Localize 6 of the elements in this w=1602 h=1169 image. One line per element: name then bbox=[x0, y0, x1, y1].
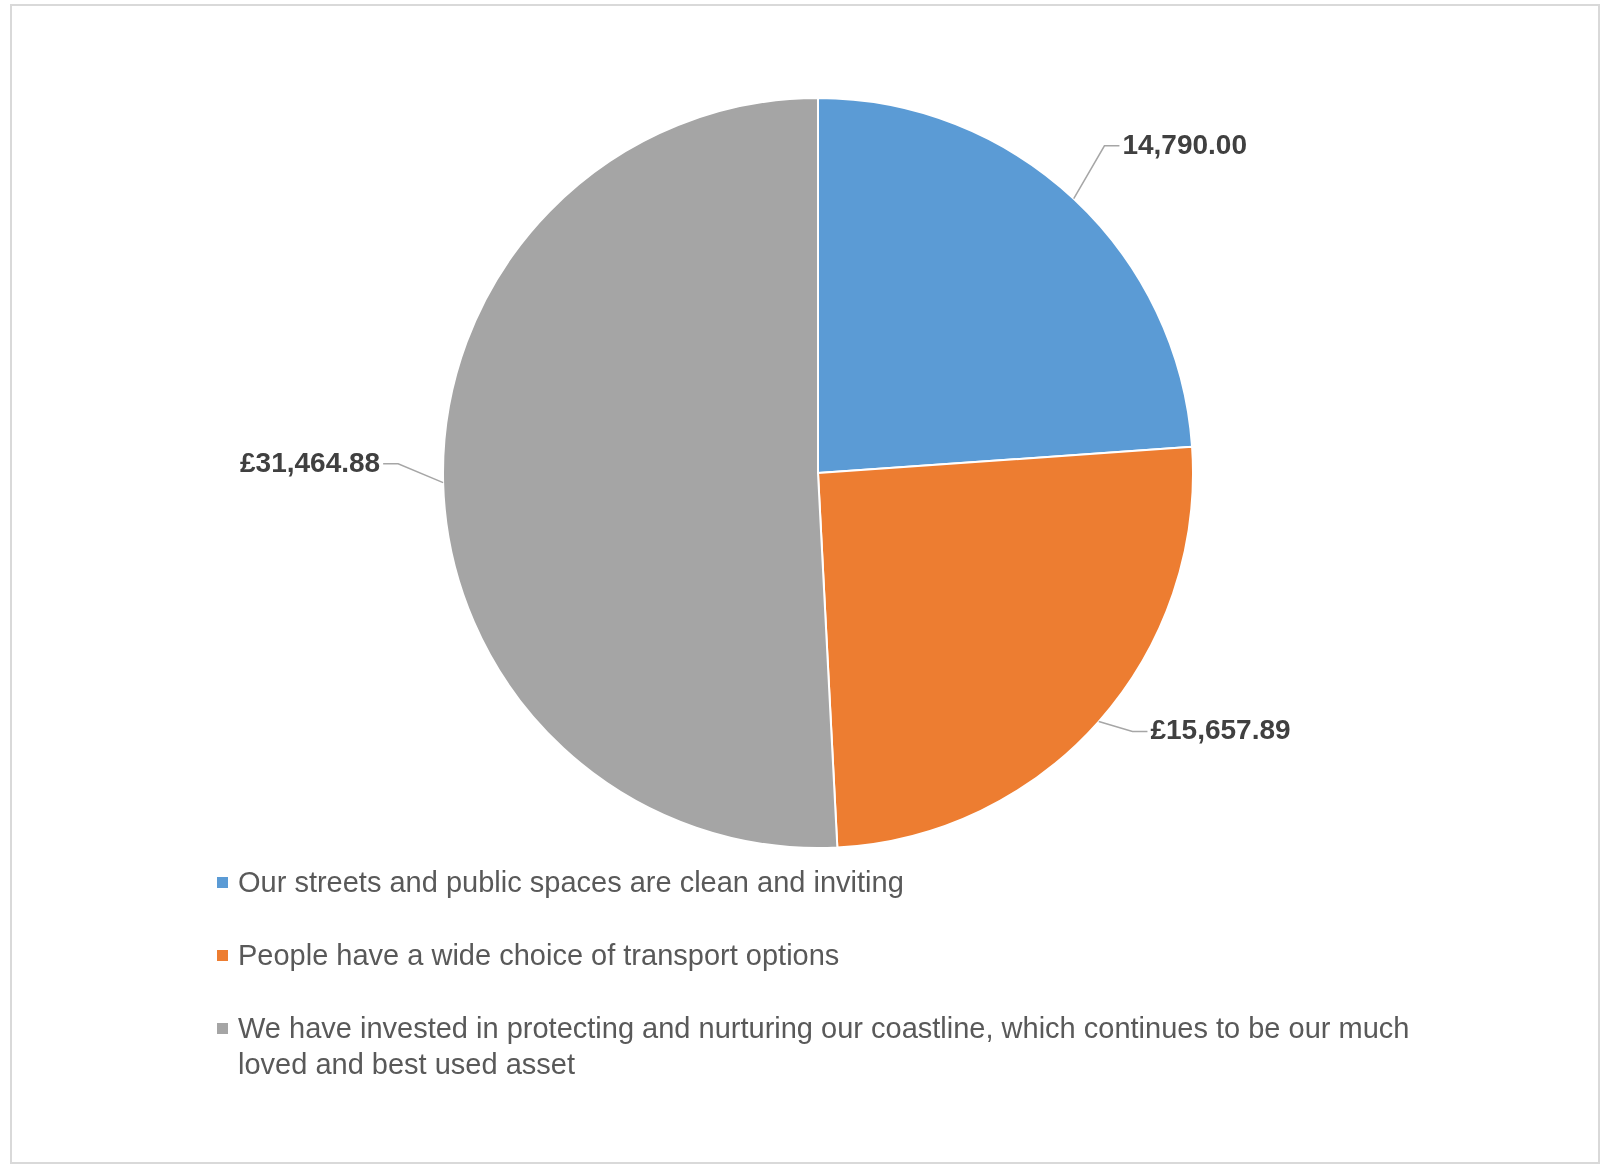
legend-label: We have invested in protecting and nurturing our coastline, which continues to be our much loved and best used asset bbox=[238, 1011, 1411, 1082]
data-label: £31,464.88 bbox=[240, 446, 381, 478]
legend-label: Our streets and public spaces are clean and inviting bbox=[238, 865, 904, 900]
data-label: 14,790.00 bbox=[1122, 128, 1248, 160]
data-label: £15,657.89 bbox=[1150, 714, 1291, 746]
legend-label: People have a wide choice of transport options bbox=[238, 938, 840, 973]
